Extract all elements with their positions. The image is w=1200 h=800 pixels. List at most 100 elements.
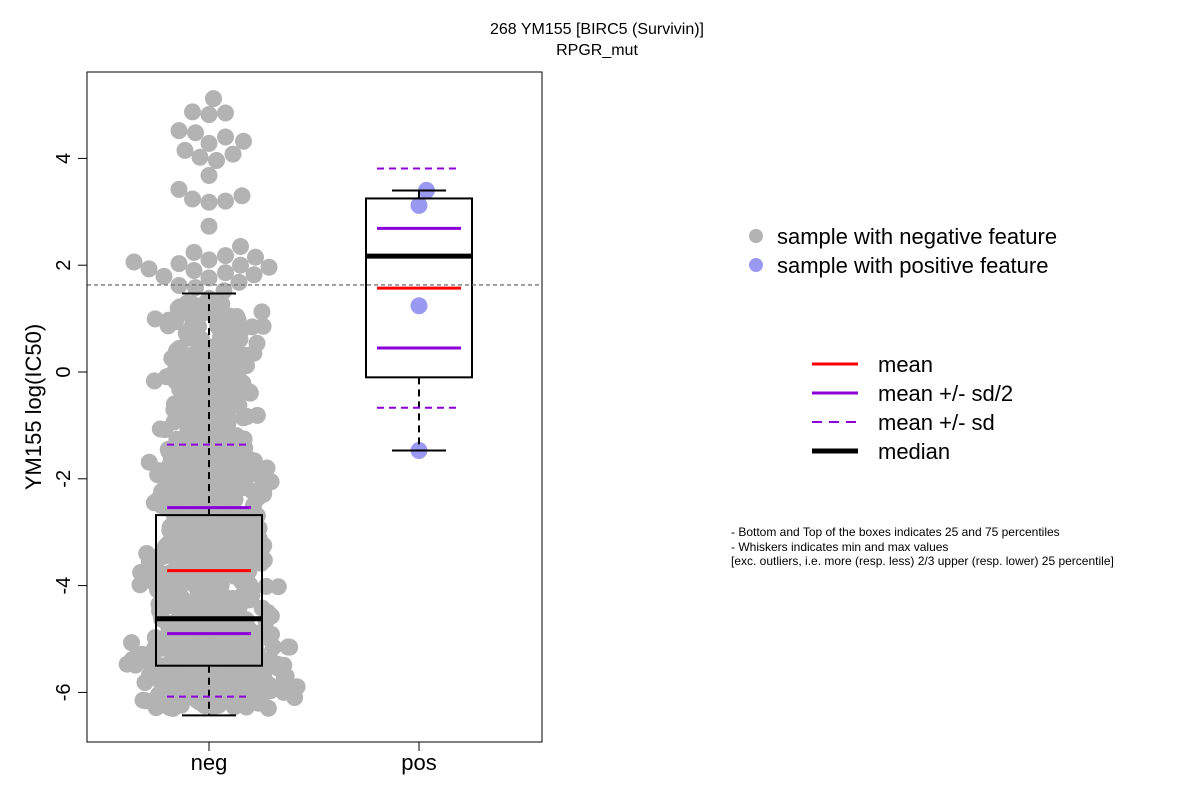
neg-sample-point [159, 317, 177, 335]
neg-sample-point [181, 627, 199, 645]
neg-sample-point [223, 379, 241, 397]
neg-sample-point [181, 640, 199, 657]
neg-sample-point [163, 486, 181, 504]
x-tick-label-neg: neg [191, 750, 228, 775]
neg-sample-point [184, 103, 201, 121]
neg-sample-point [217, 247, 234, 265]
neg-sample-point [217, 104, 234, 122]
neg-sample-point [200, 413, 218, 430]
neg-sample-point [138, 545, 156, 562]
neg-sample-point [226, 669, 244, 687]
neg-sample-point [159, 677, 177, 695]
neg-sample-point [233, 187, 251, 205]
neg-sample-point [243, 586, 261, 604]
neg-sample-point [182, 326, 200, 344]
neg-sample-point [252, 629, 269, 647]
neg-sample-point [150, 578, 168, 596]
y-tick-label: 2 [53, 260, 75, 271]
neg-sample-point [201, 693, 219, 711]
neg-sample-point [232, 256, 249, 274]
neg-sample-point [260, 258, 278, 276]
neg-sample-point [222, 521, 240, 539]
neg-sample-point [253, 303, 271, 321]
neg-sample-point [124, 650, 142, 668]
neg-sample-point [155, 267, 173, 285]
neg-sample-point [224, 551, 242, 569]
neg-sample-point [254, 465, 272, 483]
legend-marker [749, 229, 763, 243]
legend-label: sample with positive feature [777, 253, 1048, 278]
legend-marker [749, 258, 763, 272]
legend-line-label: mean [878, 352, 933, 377]
neg-sample-point [246, 520, 264, 538]
neg-sample-point [227, 650, 245, 668]
neg-sample-point [191, 148, 209, 166]
neg-sample-point [217, 264, 234, 282]
neg-sample-point [248, 406, 266, 424]
neg-sample-point [241, 383, 259, 401]
neg-sample-point [145, 563, 163, 581]
neg-sample-point [176, 141, 194, 159]
neg-sample-point [219, 471, 237, 489]
y-tick-label: 4 [53, 153, 75, 164]
neg-sample-point [160, 472, 178, 490]
neg-sample-point [225, 432, 243, 449]
neg-sample-point [232, 238, 249, 255]
neg-sample-point [203, 366, 221, 384]
pos-sample-point [410, 196, 428, 214]
neg-sample-point [269, 578, 287, 596]
neg-sample-point [200, 251, 218, 269]
neg-sample-point [279, 638, 297, 656]
neg-sample-point [140, 666, 158, 684]
neg-sample-point [187, 279, 204, 297]
neg-sample-point [163, 349, 181, 367]
neg-sample-point [195, 488, 212, 506]
swarm-layer [118, 90, 435, 717]
neg-sample-point [230, 273, 248, 291]
neg-sample-point [265, 678, 283, 696]
neg-sample-point [286, 689, 304, 706]
neg-sample-point [224, 360, 242, 378]
neg-sample-point [237, 698, 255, 716]
neg-sample-point [215, 282, 233, 300]
legend-line-label: mean +/- sd/2 [878, 381, 1013, 406]
neg-sample-point [208, 152, 225, 169]
neg-sample-point [140, 260, 158, 278]
neg-sample-point [238, 568, 256, 586]
neg-sample-point [177, 463, 195, 481]
neg-sample-point [167, 552, 185, 569]
neg-sample-point [188, 447, 206, 465]
neg-sample-point [235, 132, 252, 150]
neg-sample-point [155, 696, 172, 714]
neg-sample-point [238, 357, 255, 375]
chart-subtitle: RPGR_mut [556, 42, 638, 59]
neg-sample-point [182, 570, 200, 588]
neg-sample-point [226, 593, 244, 611]
neg-sample-point [200, 134, 218, 152]
neg-sample-point [170, 180, 188, 198]
x-tick-label-pos: pos [401, 750, 436, 775]
neg-sample-point [259, 603, 277, 621]
neg-sample-point [200, 217, 218, 235]
y-tick-label: -4 [53, 577, 75, 595]
neg-sample-point [169, 299, 187, 317]
neg-sample-point [170, 122, 188, 140]
y-tick-label: -6 [53, 684, 75, 702]
neg-sample-point [177, 654, 195, 672]
legend-line-label: median [878, 439, 950, 464]
neg-sample-point [183, 390, 200, 408]
pos-box [365, 197, 473, 379]
neg-sample-point [187, 124, 204, 142]
neg-sample-point [140, 453, 158, 471]
neg-sample-point [134, 691, 152, 709]
neg-sample-point [259, 699, 277, 717]
neg-sample-point [261, 650, 279, 668]
neg-sample-point [245, 266, 263, 284]
neg-sample-point [200, 269, 218, 287]
neg-sample-point [171, 434, 189, 452]
neg-sample-point [163, 366, 181, 384]
axis-layer: -6 -4 -2 0 2 4 neg pos [53, 153, 437, 775]
neg-sample-point [247, 248, 264, 266]
note-line-1: - Bottom and Top of the boxes indicates … [731, 525, 1060, 539]
